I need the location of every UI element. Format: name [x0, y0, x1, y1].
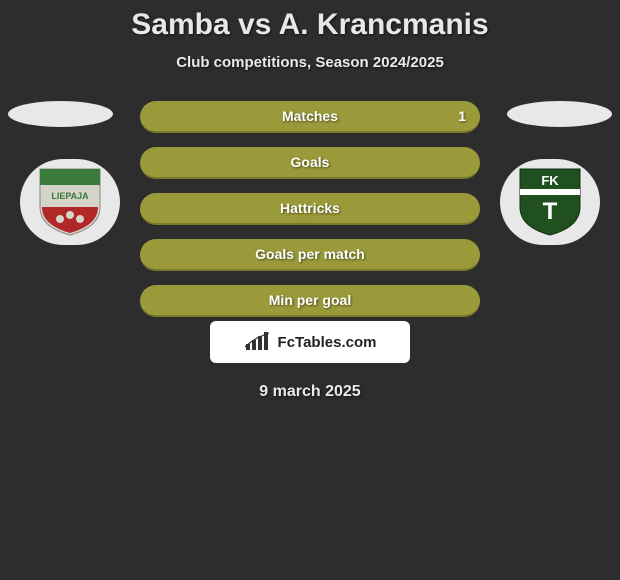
club-right-fk: FK	[541, 173, 559, 188]
date-label: 9 march 2025	[0, 383, 620, 401]
stat-label: Min per goal	[269, 292, 351, 308]
club-badge-right: FK T	[500, 159, 600, 245]
club-shield-right: FK T	[518, 167, 582, 237]
club-shield-left: LIEPAJA	[38, 167, 102, 237]
page-title: Samba vs A. Krancmanis	[0, 0, 620, 42]
stat-bars: Matches 1 Goals Hattricks Goals per matc…	[140, 101, 480, 317]
site-badge[interactable]: FcTables.com	[210, 321, 410, 363]
stat-bar-matches: Matches 1	[140, 101, 480, 133]
bar-chart-icon	[244, 332, 272, 352]
subtitle: Club competitions, Season 2024/2025	[0, 54, 620, 71]
site-name: FcTables.com	[278, 334, 377, 351]
stat-label: Goals	[291, 154, 330, 170]
player-left-ellipse	[8, 101, 113, 127]
player-right-ellipse	[507, 101, 612, 127]
club-left-label: LIEPAJA	[51, 191, 89, 201]
stat-bar-goals-per-match: Goals per match	[140, 239, 480, 271]
stat-label: Hattricks	[280, 200, 340, 216]
club-right-t: T	[543, 198, 558, 225]
club-badge-left: LIEPAJA	[20, 159, 120, 245]
stat-label: Goals per match	[255, 246, 365, 262]
stat-label: Matches	[282, 108, 338, 124]
stat-bar-min-per-goal: Min per goal	[140, 285, 480, 317]
stat-bar-goals: Goals	[140, 147, 480, 179]
stat-value-right: 1	[458, 108, 466, 124]
stat-bar-hattricks: Hattricks	[140, 193, 480, 225]
